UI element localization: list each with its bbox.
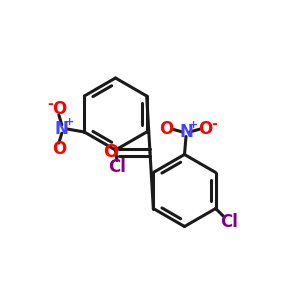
Text: O: O: [198, 120, 213, 138]
Text: +: +: [65, 117, 74, 128]
Text: O: O: [52, 140, 66, 158]
Text: O: O: [52, 100, 66, 118]
Text: -: -: [211, 117, 217, 130]
Text: N: N: [179, 123, 193, 141]
Text: -: -: [47, 97, 53, 111]
Text: O: O: [103, 143, 118, 161]
Text: Cl: Cl: [108, 158, 126, 175]
Text: +: +: [189, 120, 198, 130]
Text: O: O: [159, 120, 174, 138]
Text: Cl: Cl: [220, 213, 238, 231]
Text: N: N: [55, 120, 69, 138]
